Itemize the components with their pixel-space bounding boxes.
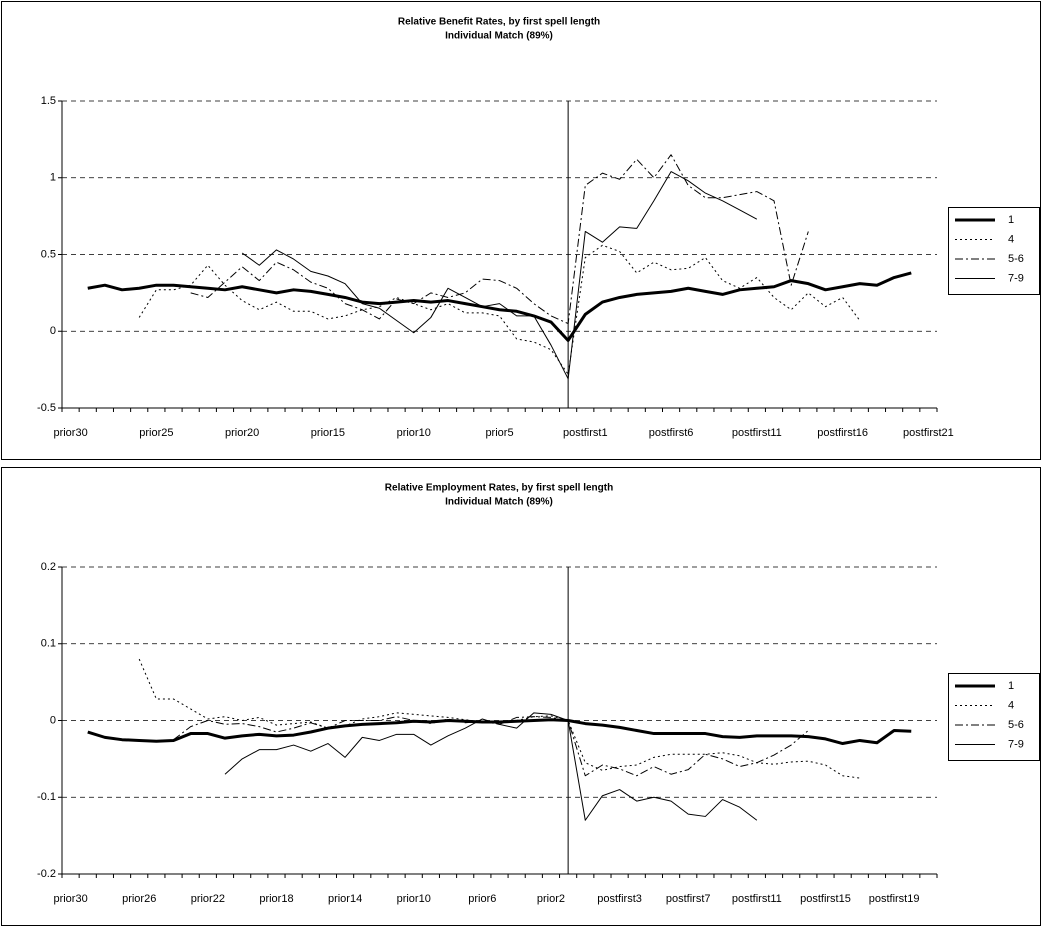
legend-label: 7-9 [1008, 738, 1024, 750]
legend-label: 7-9 [1008, 272, 1024, 284]
x-tick-label: postfirst6 [649, 427, 694, 439]
chart: Relative Benefit Rates, by first spell l… [1, 1, 1041, 460]
legend-label: 1 [1008, 214, 1014, 226]
legend-label: 4 [1008, 233, 1014, 245]
x-tick-label: prior15 [311, 427, 345, 439]
x-tick-label: prior14 [328, 893, 362, 905]
series-line [241, 171, 758, 380]
y-tick-label: -0.5 [37, 402, 56, 414]
chart-frame [1, 467, 1041, 926]
x-tick-label: prior10 [397, 893, 431, 905]
x-tick-label: prior22 [191, 893, 225, 905]
series-line [173, 716, 809, 777]
x-tick-label: postfirst1 [563, 427, 608, 439]
series-line [87, 271, 912, 342]
x-tick-label: postfirst21 [903, 427, 954, 439]
y-tick-label: 0 [50, 325, 56, 337]
y-tick-label: 0 [50, 714, 56, 726]
x-tick-label: prior20 [225, 427, 259, 439]
y-tick-label: 0.2 [41, 561, 56, 573]
x-tick-label: postfirst11 [732, 893, 782, 905]
x-tick-label: prior10 [397, 427, 431, 439]
y-tick-label: 1 [50, 172, 56, 184]
x-tick-label: prior6 [468, 893, 496, 905]
chart-frame [1, 1, 1041, 460]
legend-label: 1 [1008, 680, 1014, 692]
x-tick-label: prior30 [53, 427, 87, 439]
chart-title: Relative Benefit Rates, by first spell l… [398, 17, 600, 28]
legend-label: 5-6 [1008, 719, 1024, 731]
x-tick-label: postfirst3 [597, 893, 642, 905]
legend-box [948, 207, 1040, 295]
x-tick-label: postfirst15 [800, 893, 851, 905]
y-tick-label: 0.5 [41, 248, 56, 260]
legend-label: 4 [1008, 699, 1014, 711]
series-line [138, 244, 861, 375]
x-tick-label: postfirst16 [817, 427, 868, 439]
legend-label: 5-6 [1008, 253, 1024, 265]
x-tick-label: postfirst7 [666, 893, 711, 905]
chart-title: Relative Employment Rates, by first spel… [385, 483, 613, 494]
y-tick-label: -0.2 [37, 868, 56, 880]
x-tick-label: prior30 [53, 893, 87, 905]
legend-box [948, 673, 1040, 761]
y-tick-label: -0.1 [37, 791, 56, 803]
chart-subtitle: Individual Match (89%) [445, 497, 553, 508]
chart: Relative Employment Rates, by first spel… [1, 467, 1041, 926]
chart-subtitle: Individual Match (89%) [445, 31, 553, 42]
y-tick-label: 0.1 [41, 638, 56, 650]
series-line [190, 154, 809, 325]
x-tick-label: prior26 [122, 893, 156, 905]
x-tick-label: postfirst19 [869, 893, 920, 905]
x-tick-label: prior25 [139, 427, 173, 439]
x-tick-label: postfirst11 [732, 427, 782, 439]
series-line [224, 712, 758, 821]
x-tick-label: prior5 [485, 427, 513, 439]
x-tick-label: prior2 [537, 893, 565, 905]
series-line [87, 718, 912, 746]
x-tick-label: prior18 [259, 893, 293, 905]
y-tick-label: 1.5 [41, 95, 56, 107]
